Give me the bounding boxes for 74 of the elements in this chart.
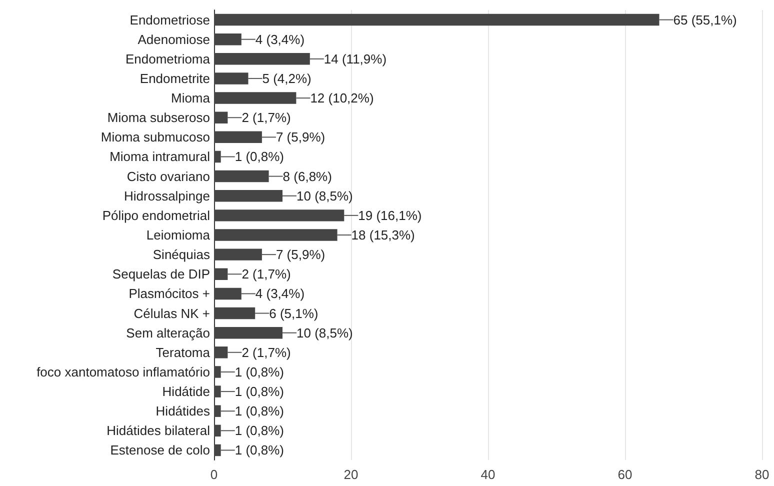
- x-tick-label: 20: [344, 467, 358, 482]
- bar: [214, 444, 221, 456]
- y-tick-label: Mioma submucoso: [100, 130, 210, 145]
- data-label: 1 (0,8%): [234, 442, 284, 458]
- data-label: 1 (0,8%): [234, 423, 284, 438]
- x-tick-label: 60: [618, 467, 632, 482]
- bar: [214, 53, 310, 65]
- y-tick-label: foco xantomatoso inflamatório: [36, 364, 210, 380]
- y-tick-label: Hidátide: [162, 384, 210, 400]
- bar: [214, 366, 221, 378]
- bar: [214, 190, 282, 202]
- bar: [214, 248, 262, 260]
- bar: [214, 405, 221, 417]
- data-label: 65 (55,1%): [673, 12, 737, 28]
- bar: [214, 14, 660, 26]
- data-label: 14 (11,9%): [324, 51, 387, 66]
- bar: [214, 346, 228, 358]
- data-label: 8 (6,8%): [282, 168, 332, 184]
- data-label: 12 (10,2%): [310, 90, 374, 106]
- bar: [214, 92, 296, 104]
- y-tick-label: Mioma intramural: [110, 149, 210, 164]
- y-tick-label: Adenomiose: [138, 32, 210, 47]
- y-tick-label: Cisto ovariano: [126, 168, 210, 184]
- data-label: 7 (5,9%): [276, 247, 326, 262]
- data-label: 4 (3,4%): [255, 286, 305, 302]
- data-label: 2 (1,7%): [242, 266, 291, 282]
- y-tick-label: Hidátides: [156, 404, 210, 419]
- bar: [214, 268, 228, 280]
- bar: [214, 326, 282, 339]
- bar: [214, 210, 344, 222]
- bar: [214, 170, 269, 182]
- data-label: 1 (0,8%): [234, 404, 284, 419]
- y-tick-label: Teratoma: [156, 344, 211, 360]
- data-label: 10 (8,5%): [296, 188, 353, 204]
- bar: [214, 288, 242, 300]
- x-tick-label: 80: [754, 467, 770, 482]
- y-tick-label: Pólipo endometrial: [102, 208, 210, 223]
- bar: [214, 307, 256, 320]
- data-label: 1 (0,8%): [234, 384, 284, 400]
- y-tick-label: Mioma: [170, 90, 211, 106]
- y-tick-label: Endometrite: [140, 70, 210, 86]
- y-tick-label: Sem alteração: [126, 325, 210, 340]
- x-tick-label: 0: [210, 467, 218, 482]
- bar: [214, 33, 242, 46]
- bar: [214, 72, 248, 84]
- y-tick-label: Células NK +: [134, 306, 210, 321]
- data-label: 18 (15,3%): [351, 228, 415, 242]
- bar: [214, 229, 338, 241]
- data-label: 19 (16,1%): [358, 208, 422, 223]
- data-label: 4 (3,4%): [255, 32, 305, 47]
- data-label: 7 (5,9%): [276, 130, 326, 145]
- data-label: 1 (0,8%): [234, 364, 284, 380]
- y-tick-label: Leiomioma: [146, 228, 211, 242]
- y-tick-label: Estenose de colo: [110, 442, 210, 458]
- data-label: 2 (1,7%): [242, 344, 291, 360]
- y-tick-label: Endometrioma: [125, 51, 211, 66]
- bar: [214, 131, 262, 144]
- data-label: 10 (8,5%): [296, 325, 353, 340]
- data-label: 5 (4,2%): [262, 70, 312, 86]
- y-tick-label: Hidátides bilateral: [106, 423, 210, 438]
- data-label: 1 (0,8%): [234, 149, 284, 164]
- bar: [214, 112, 228, 124]
- y-tick-label: Plasmócitos +: [128, 286, 210, 302]
- x-tick-label: 40: [480, 467, 496, 482]
- y-tick-label: Hidrossalpinge: [124, 188, 210, 204]
- data-label: 2 (1,7%): [242, 110, 291, 126]
- data-label: 6 (5,1%): [269, 306, 318, 321]
- y-tick-label: Sequelas de DIP: [112, 266, 210, 282]
- bar: [214, 386, 221, 398]
- y-tick-label: Endometriose: [130, 12, 210, 28]
- y-tick-label: Mioma subseroso: [107, 110, 210, 126]
- bar: [214, 424, 221, 437]
- bar: [214, 150, 221, 163]
- y-tick-label: Sinéquias: [152, 247, 210, 262]
